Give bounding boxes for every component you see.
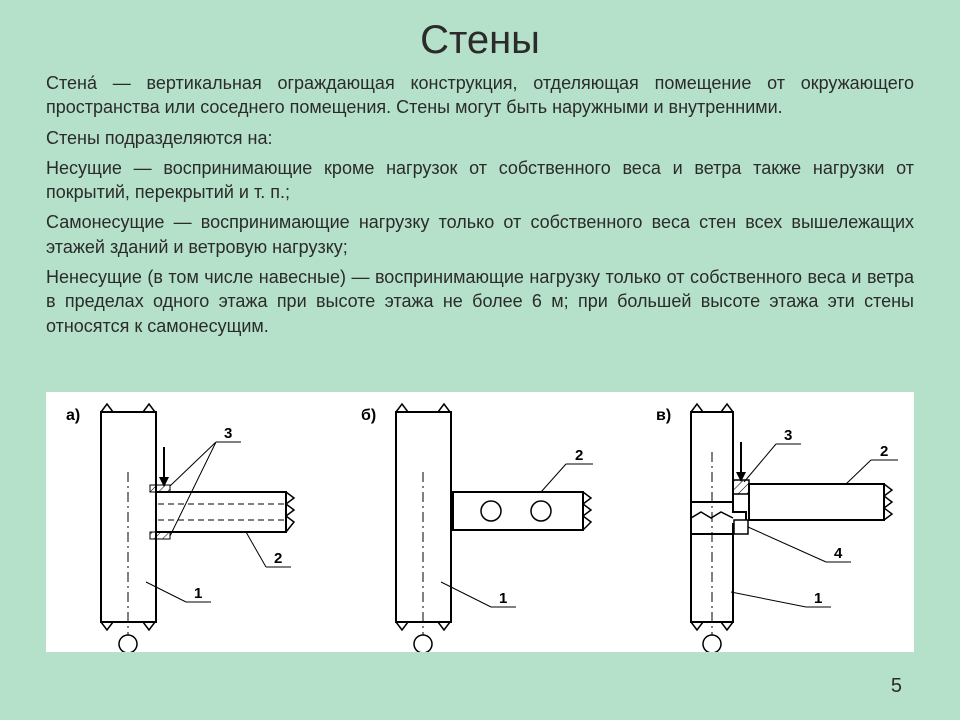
- callout-c-3: 3: [784, 427, 792, 444]
- body-text: Стена́ — вертикальная ограждающая констр…: [0, 71, 960, 338]
- void-b-1: [481, 501, 501, 521]
- pad-bot-a: [150, 532, 170, 539]
- page-number: 5: [891, 675, 902, 698]
- callout-a-3: 3: [224, 425, 232, 442]
- paragraph-4: Самонесущие — воспринимающие нагрузку то…: [46, 210, 914, 259]
- slab-b: [453, 492, 583, 530]
- callout-a-2: 2: [274, 550, 282, 567]
- insert-c: [734, 520, 748, 534]
- panel-c-label: в): [656, 407, 671, 424]
- figure: а): [46, 392, 914, 652]
- panel-c: в): [656, 404, 898, 652]
- callout-c-4: 4: [834, 545, 843, 562]
- axis-bubble-c: [703, 635, 721, 652]
- void-b-2: [531, 501, 551, 521]
- panel-a: а): [66, 404, 294, 652]
- paragraph-1: Стена́ — вертикальная ограждающая констр…: [46, 71, 914, 120]
- callout-b-1: 1: [499, 590, 507, 607]
- callout-c-2: 2: [880, 443, 888, 460]
- panel-a-label: а): [66, 407, 80, 424]
- paragraph-5: Ненесущие (в том числе навесные) — воспр…: [46, 265, 914, 338]
- slide: Стены Стена́ — вертикальная ограждающая …: [0, 0, 960, 720]
- panel-b: б) 2: [361, 404, 593, 652]
- slab-a: [156, 492, 286, 532]
- axis-bubble-a: [119, 635, 137, 652]
- bracket-c: [733, 480, 749, 494]
- axis-bubble-b: [414, 635, 432, 652]
- paragraph-3: Несущие — воспринимающие кроме нагрузок …: [46, 156, 914, 205]
- callout-c-1: 1: [814, 590, 822, 607]
- paragraph-2: Стены подразделяются на:: [46, 126, 914, 150]
- panel-b-label: б): [361, 407, 376, 424]
- pad-top-a: [150, 485, 170, 492]
- callout-b-2: 2: [575, 447, 583, 464]
- page-title: Стены: [0, 0, 960, 71]
- slab-c: [749, 484, 884, 520]
- callout-a-1: 1: [194, 585, 202, 602]
